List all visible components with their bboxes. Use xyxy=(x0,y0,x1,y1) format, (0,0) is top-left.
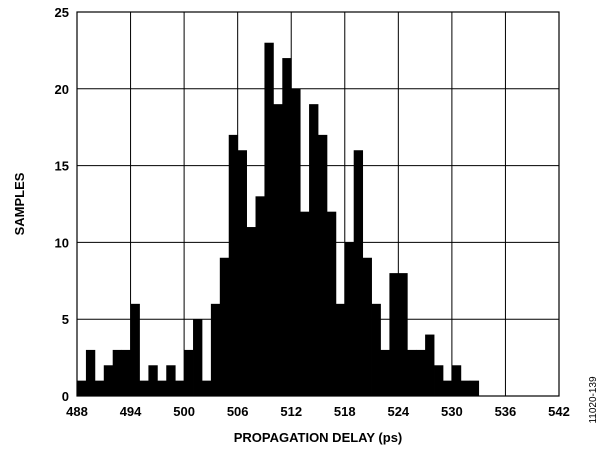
x-axis-tick-labels: 488 494 500 506 512 518 524 530 536 542 xyxy=(66,404,570,419)
histogram-bar xyxy=(184,349,194,396)
histogram-bar xyxy=(362,257,372,396)
x-tick-label: 488 xyxy=(66,404,88,419)
figure-id-label: 11020-139 xyxy=(588,376,599,424)
x-tick-label: 506 xyxy=(227,404,249,419)
x-tick-label: 530 xyxy=(441,404,463,419)
x-tick-label: 518 xyxy=(334,404,356,419)
y-tick-label: 5 xyxy=(62,312,69,327)
histogram-bar xyxy=(389,273,399,396)
histogram-bar xyxy=(193,319,203,396)
histogram-bar xyxy=(237,150,247,396)
y-tick-label: 15 xyxy=(55,159,69,174)
histogram-bar xyxy=(264,42,274,396)
histogram-bar xyxy=(434,365,444,396)
histogram-bar xyxy=(201,380,212,396)
y-tick-label: 20 xyxy=(55,82,69,97)
histogram-bar xyxy=(451,365,462,396)
histogram-bar xyxy=(103,365,114,396)
histogram-bar xyxy=(210,303,221,396)
x-tick-label: 494 xyxy=(120,404,142,419)
histogram-bars xyxy=(77,42,480,397)
histogram-bar xyxy=(112,349,123,396)
histogram-bar xyxy=(175,380,185,396)
x-tick-label: 542 xyxy=(548,404,570,419)
histogram-bar xyxy=(157,380,167,396)
histogram-bar xyxy=(77,380,87,396)
histogram-bar xyxy=(398,273,408,396)
histogram-bar xyxy=(94,380,105,396)
histogram-bar xyxy=(442,380,453,396)
histogram-bar xyxy=(309,104,319,396)
histogram-bar xyxy=(291,88,301,397)
histogram-bar xyxy=(219,257,230,396)
histogram-bar xyxy=(335,303,346,396)
histogram-bar xyxy=(273,104,283,396)
histogram-bar xyxy=(255,196,265,396)
y-tick-label: 10 xyxy=(55,235,69,250)
histogram-bar xyxy=(353,150,364,396)
x-tick-label: 512 xyxy=(280,404,302,419)
y-tick-label: 25 xyxy=(55,5,69,20)
histogram-bar xyxy=(460,380,471,396)
histogram-bar xyxy=(121,349,131,396)
histogram-bar xyxy=(246,227,256,396)
x-tick-label: 500 xyxy=(173,404,195,419)
x-tick-label: 524 xyxy=(387,404,409,419)
y-axis-tick-labels: 0 5 10 15 20 25 xyxy=(55,5,69,404)
histogram-bar xyxy=(318,134,328,396)
histogram-bar xyxy=(371,303,381,396)
histogram-bar xyxy=(166,365,176,396)
histogram-bar xyxy=(407,349,417,396)
histogram-bar xyxy=(85,349,96,396)
histogram-bar xyxy=(282,58,292,397)
plot-frame xyxy=(76,11,560,397)
y-axis-title: SAMPLES xyxy=(12,172,27,235)
histogram-bar xyxy=(228,134,239,396)
histogram-bar xyxy=(344,242,355,396)
x-tick-label: 536 xyxy=(495,404,517,419)
histogram-bar xyxy=(326,211,337,396)
histogram-bar xyxy=(425,334,435,396)
histogram-bar xyxy=(139,380,149,396)
histogram-bar xyxy=(148,365,158,396)
histogram-bar xyxy=(469,380,480,396)
histogram-bar xyxy=(380,349,390,396)
x-axis-title: PROPAGATION DELAY (ps) xyxy=(234,430,403,445)
histogram-bar xyxy=(300,211,310,396)
y-tick-label: 0 xyxy=(62,389,69,404)
histogram-bar xyxy=(130,303,140,396)
histogram-bar xyxy=(416,349,426,396)
